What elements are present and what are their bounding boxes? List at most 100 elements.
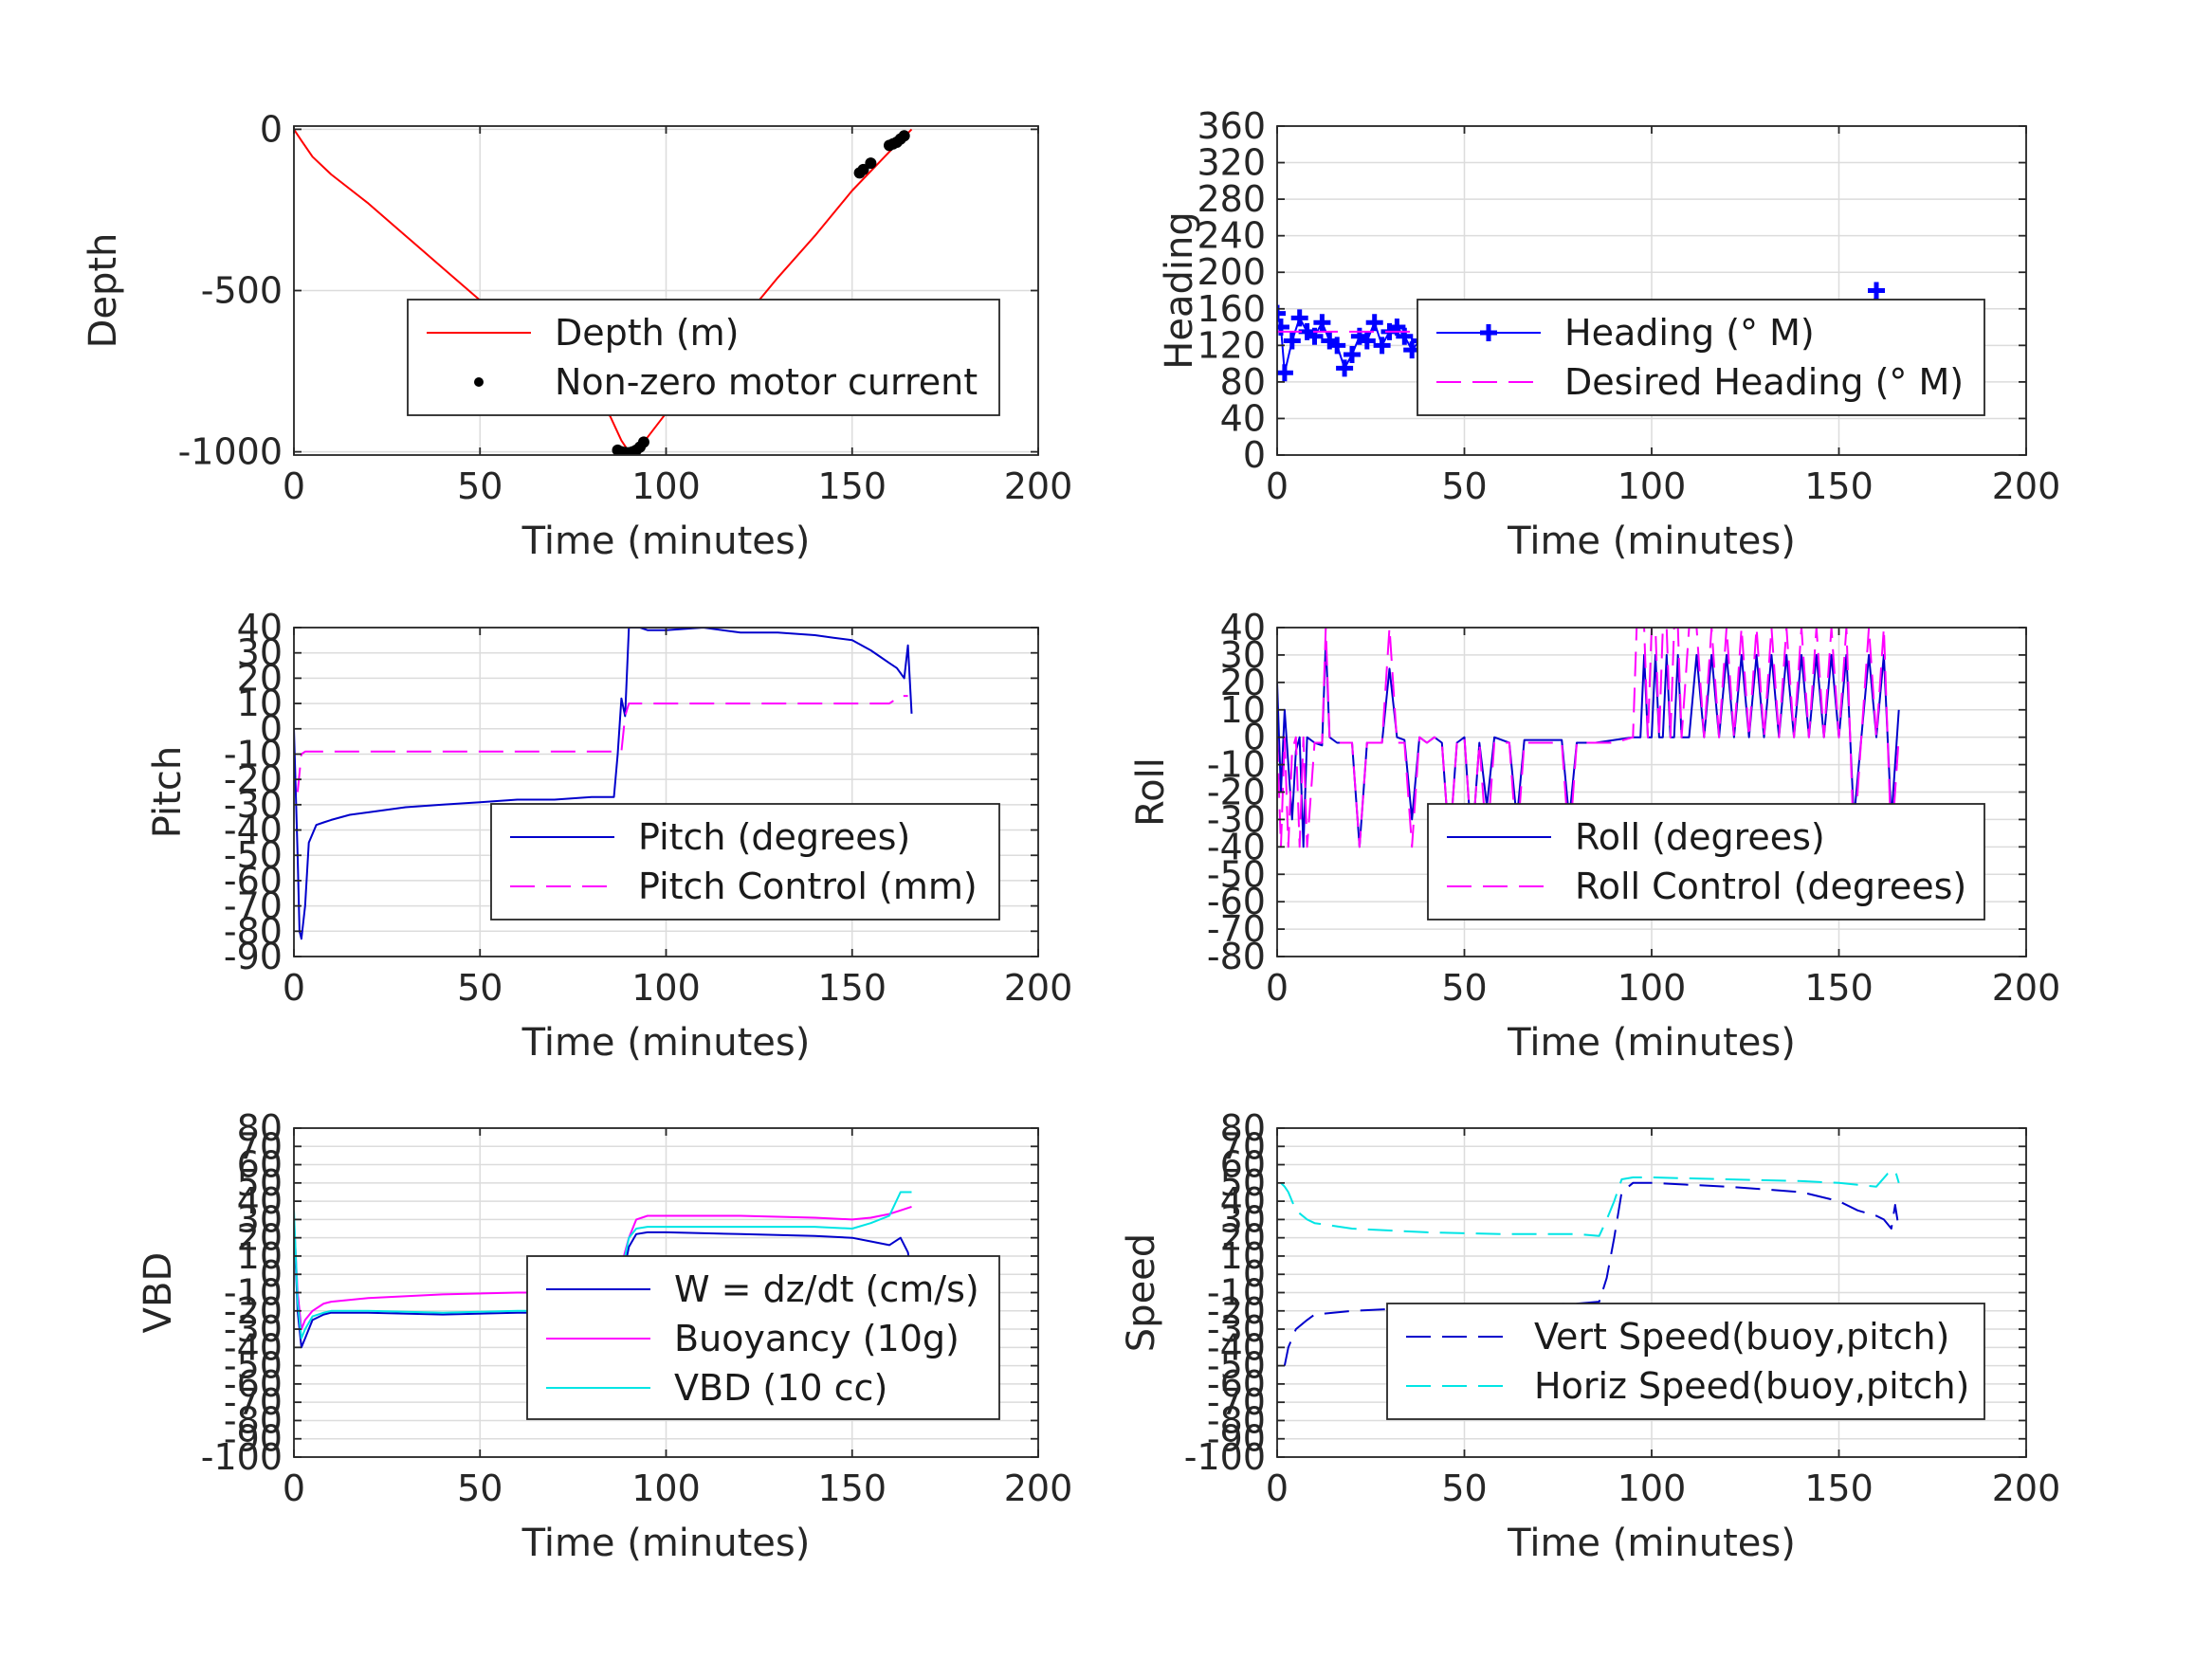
heading-point [1868,282,1885,300]
vbd-legend: W = dz/dt (cm/s) Buoyancy (10g) VBD (10 cc… [526,1255,1000,1420]
x-tick-label: 150 [1804,967,1874,1009]
x-tick-label: 0 [1266,1468,1289,1509]
y-tick-label: 50 [1220,1162,1266,1204]
x-tick-label: 200 [1992,967,2061,1009]
y-tick-label: 40 [1220,397,1266,439]
motor-current-point [898,130,910,142]
x-tick-label: 150 [1804,465,1874,507]
y-tick-label: 0 [260,708,283,750]
y-tick-label: -30 [224,784,283,826]
roll-plot-panel: 0 50 100 150 200403020100-10-20-30-40-50-60-… [1129,607,2060,1065]
x-tick-label: 200 [1992,1468,2061,1509]
y-tick-label: -10 [224,733,283,775]
y-tick-label: 280 [1197,178,1266,220]
heading-point [1328,337,1346,355]
speed-legend: Vert Speed(buoy,pitch) Horiz Speed(buoy,p… [1386,1303,1985,1420]
legend-marker [474,377,484,387]
y-tick-label: 70 [237,1125,283,1167]
heading-point [1336,359,1354,377]
roll-y-axis-title: Roll [1129,757,1173,827]
x-tick-label: 50 [457,465,503,507]
roll-series-group [1277,628,1900,848]
y-tick-label: -30 [1207,798,1266,840]
motor-current-point [857,163,869,175]
y-tick-label: -10 [1207,744,1266,786]
vbd-x-axis-title: Time (minutes) [521,1522,811,1565]
series-speed-1-line [1280,1169,1900,1237]
y-tick-label: -90 [1207,1418,1266,1460]
y-tick-label: 120 [1197,324,1266,366]
y-tick-label: 240 [1197,215,1266,257]
y-tick-label: 30 [237,1198,283,1240]
roll-x-axis-title: Time (minutes) [1507,1021,1796,1065]
y-tick-label: 40 [237,1180,283,1222]
legend-box [1427,803,1985,921]
x-tick-label: 100 [631,967,701,1009]
heading-point [1373,337,1391,355]
y-tick-label: -20 [1207,772,1266,813]
y-tick-label: 30 [1220,1198,1266,1240]
heading-legend: Heading (° M) Desired Heading (° M) [1417,299,1985,416]
x-tick-label: 150 [1804,1468,1874,1509]
y-tick-label: -40 [224,1326,283,1368]
roll-legend: Roll (degrees) Roll Control (degrees) [1427,803,1985,921]
y-tick-label: 0 [1243,717,1266,758]
y-tick-label: 10 [237,1235,283,1277]
x-tick-label: 50 [1441,1468,1487,1509]
heading-point [1388,319,1406,337]
pitch-plot-panel: 0 50 100 150 200403020100-10-20-30-40-50-60-… [146,607,1072,1065]
speed-series-group [1280,1169,1900,1366]
x-tick-label: 200 [1004,1468,1073,1509]
heading-point [1283,332,1301,350]
y-tick-label: -90 [224,1418,283,1460]
heading-point [1396,327,1414,345]
y-tick-label: 20 [237,1217,283,1259]
legend-marker [1480,324,1497,341]
legend-box [1386,1303,1985,1420]
x-tick-label: 0 [1266,967,1289,1009]
heading-point [1277,364,1293,382]
y-tick-label: 10 [1220,1235,1266,1277]
legend-label: Pitch (degrees) [638,816,910,858]
x-tick-label: 50 [1441,967,1487,1009]
heading-point [1313,314,1331,332]
y-tick-label: -10 [1207,1272,1266,1314]
y-tick-label: 70 [1220,1125,1266,1167]
legend-label: W = dz/dt (cm/s) [674,1268,979,1310]
y-tick-label: 50 [237,1162,283,1204]
x-tick-label: 100 [1618,967,1687,1009]
y-tick-label: -80 [224,1399,283,1441]
x-tick-label: 50 [457,1468,503,1509]
legend-label: Buoyancy (10g) [674,1318,960,1359]
depth-series-group [294,128,913,455]
y-tick-label: 20 [1220,662,1266,703]
x-tick-label: 100 [631,465,701,507]
y-tick-label: -50 [224,834,283,876]
y-tick-label: 160 [1197,288,1266,330]
y-tick-label: 200 [1197,251,1266,293]
heading-point [1306,327,1324,345]
legend-label: VBD (10 cc) [674,1367,887,1409]
heading-x-axis-title: Time (minutes) [1507,520,1796,563]
y-tick-label: 80 [1220,361,1266,403]
series-speed-0-line [1283,1181,1900,1366]
y-tick-label: 60 [237,1144,283,1186]
y-tick-label: -90 [224,936,283,977]
pitch-series-group [294,628,913,940]
legend-label: Desired Heading (° M) [1564,361,1964,403]
y-tick-label: -40 [1207,826,1266,867]
y-tick-label: 10 [237,683,283,724]
y-tick-label: -70 [224,1381,283,1423]
pitch-y-axis-title: Pitch [146,746,190,838]
y-tick-label: 360 [1197,105,1266,147]
x-tick-label: 0 [1266,465,1289,507]
series-roll-1-line [1277,628,1900,848]
depth-y-axis-title: Depth [82,233,125,349]
x-tick-label: 100 [631,1468,701,1509]
legend-label: Roll (degrees) [1575,816,1825,858]
y-tick-label: 40 [1220,607,1266,648]
heading-point [1358,332,1376,350]
series-pitch-1-line [296,695,908,793]
y-tick-label: -70 [224,885,283,927]
